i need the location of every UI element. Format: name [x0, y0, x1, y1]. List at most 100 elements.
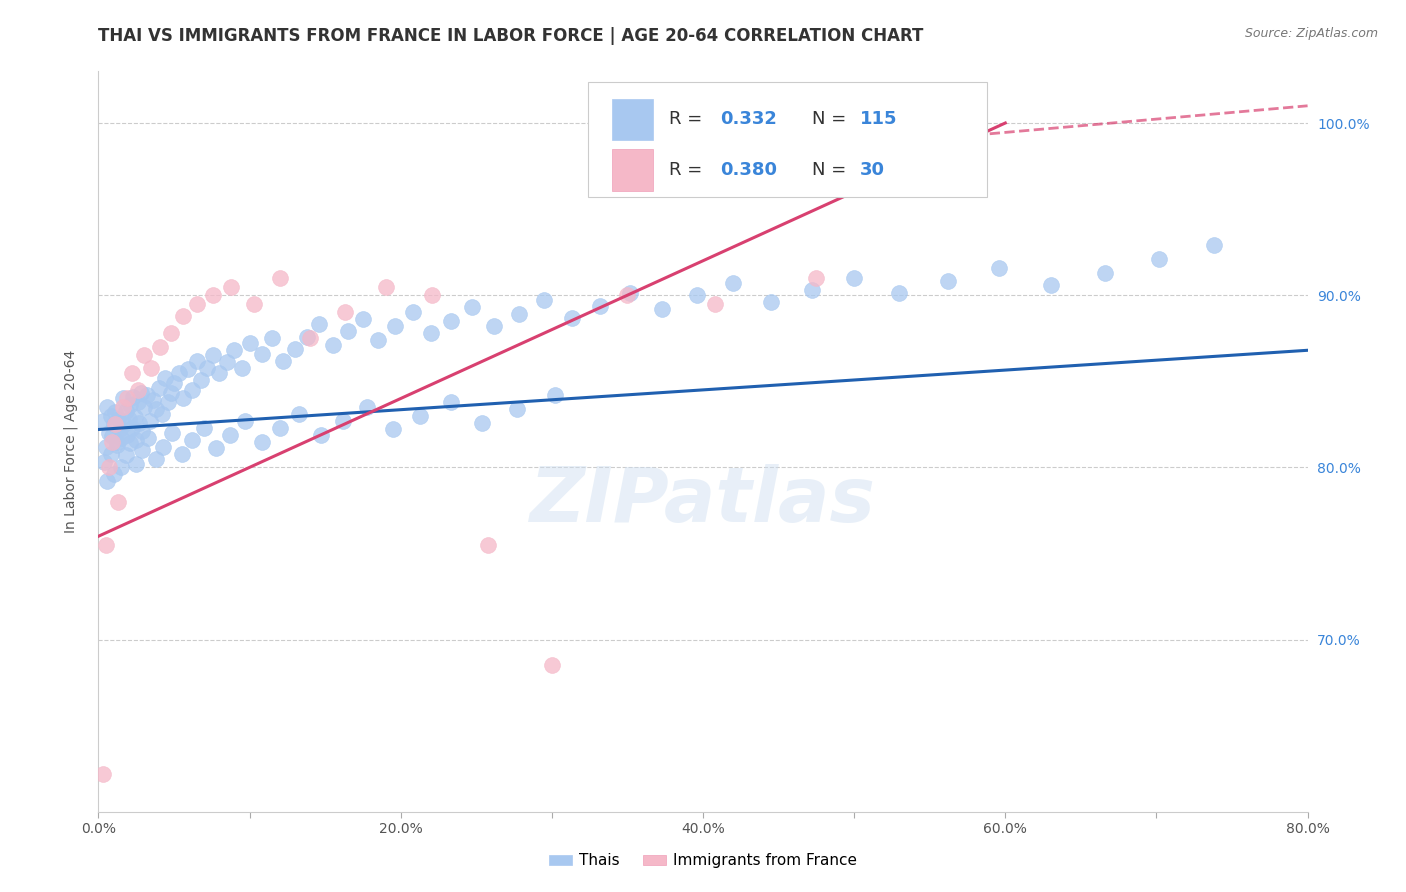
Point — [160, 326, 183, 340]
Point — [181, 433, 204, 447]
Point — [889, 286, 911, 301]
Point — [295, 329, 318, 343]
Point — [215, 355, 238, 369]
Point — [98, 460, 121, 475]
Point — [132, 400, 155, 414]
Point — [202, 348, 225, 362]
Point — [141, 360, 163, 375]
FancyBboxPatch shape — [588, 82, 987, 197]
Text: 30: 30 — [860, 161, 886, 178]
Text: THAI VS IMMIGRANTS FROM FRANCE IN LABOR FORCE | AGE 20-64 CORRELATION CHART: THAI VS IMMIGRANTS FROM FRANCE IN LABOR … — [98, 27, 924, 45]
Point — [382, 422, 405, 436]
Point — [308, 318, 330, 332]
Text: 0.380: 0.380 — [720, 161, 778, 178]
Point — [172, 309, 194, 323]
Point — [439, 314, 461, 328]
Point — [114, 403, 136, 417]
Point — [384, 319, 406, 334]
Point — [299, 331, 322, 345]
Point — [506, 401, 529, 416]
Point — [131, 424, 153, 438]
Point — [262, 331, 284, 345]
Point — [160, 386, 183, 401]
Point — [93, 455, 115, 469]
Point — [136, 431, 159, 445]
Point — [723, 276, 745, 290]
Point — [125, 457, 148, 471]
Point — [239, 336, 262, 351]
Point — [100, 447, 122, 461]
Point — [544, 388, 567, 402]
Point — [167, 366, 190, 380]
Point — [224, 343, 246, 358]
Point — [120, 398, 142, 412]
Y-axis label: In Labor Force | Age 20-64: In Labor Force | Age 20-64 — [63, 350, 77, 533]
Point — [333, 305, 356, 319]
Point — [101, 434, 124, 449]
Point — [122, 390, 145, 404]
Point — [332, 414, 354, 428]
Point — [284, 342, 307, 356]
Point — [422, 288, 444, 302]
Point — [162, 425, 184, 440]
Text: N =: N = — [811, 111, 852, 128]
Point — [111, 392, 134, 406]
Point — [112, 417, 135, 432]
Point — [193, 421, 215, 435]
Text: Source: ZipAtlas.com: Source: ZipAtlas.com — [1244, 27, 1378, 40]
Point — [508, 307, 530, 321]
Point — [374, 279, 396, 293]
Point — [250, 434, 273, 449]
Point — [125, 433, 148, 447]
Text: R =: R = — [669, 111, 709, 128]
Point — [139, 414, 162, 428]
Point — [104, 405, 127, 419]
Point — [145, 451, 167, 466]
Point — [219, 427, 242, 442]
Point — [367, 333, 389, 347]
Point — [844, 271, 866, 285]
Point — [149, 340, 172, 354]
Point — [231, 360, 253, 375]
Point — [94, 440, 117, 454]
Point — [156, 395, 179, 409]
Point — [616, 288, 638, 302]
Point — [461, 300, 484, 314]
Point — [181, 383, 204, 397]
Point — [110, 460, 132, 475]
Point — [356, 400, 378, 414]
Point — [988, 260, 1011, 275]
Point — [176, 362, 198, 376]
Point — [195, 360, 218, 375]
Point — [243, 297, 266, 311]
Point — [105, 434, 128, 449]
Point — [409, 409, 432, 423]
Point — [148, 381, 170, 395]
Point — [533, 293, 555, 308]
Point — [477, 538, 499, 552]
Point — [402, 305, 425, 319]
Point — [121, 421, 143, 435]
Point — [150, 407, 173, 421]
Point — [118, 412, 141, 426]
Point — [233, 414, 256, 428]
Point — [1039, 277, 1062, 292]
Point — [145, 401, 167, 416]
FancyBboxPatch shape — [613, 149, 654, 191]
Legend: Thais, Immigrants from France: Thais, Immigrants from France — [543, 847, 863, 874]
Point — [94, 538, 117, 552]
Point — [110, 431, 132, 445]
Point — [135, 388, 157, 402]
Point — [101, 429, 124, 443]
Point — [269, 271, 291, 285]
Point — [759, 295, 782, 310]
Point — [103, 467, 125, 482]
Point — [1149, 252, 1171, 266]
Point — [131, 443, 153, 458]
Point — [91, 767, 114, 781]
Point — [115, 392, 138, 406]
Point — [651, 301, 673, 316]
Point — [163, 376, 186, 390]
Point — [96, 474, 118, 488]
Point — [1094, 266, 1116, 280]
